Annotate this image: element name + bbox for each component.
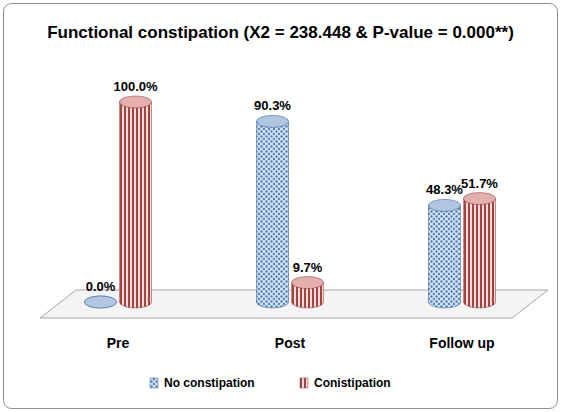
bar-body (429, 205, 461, 302)
bar-cylinder (257, 115, 289, 308)
bar-body-fill (257, 121, 288, 302)
data-label: 0.0% (86, 279, 116, 294)
bar-body-fill (429, 205, 460, 302)
chart-container: Functional constipation (X2 = 238.448 & … (0, 0, 561, 412)
bar-cylinder (464, 193, 496, 308)
bar-cylinder (292, 277, 324, 308)
bar-body (464, 199, 496, 302)
bar-body (257, 121, 289, 302)
category-label: Post (275, 335, 306, 351)
data-label: 48.3% (426, 182, 463, 197)
legend: No constipation Conistipation (150, 376, 391, 390)
bar-body-fill (464, 199, 495, 302)
bar-cylinder (120, 96, 152, 308)
data-label: 51.7% (461, 176, 498, 191)
bar-top (120, 96, 152, 108)
chart-title: Functional constipation (X2 = 238.448 & … (47, 23, 514, 42)
data-labels: 0.0% 90.3% 48.3% 100.0% 9.7% 51.7% (86, 79, 499, 294)
legend-swatch (150, 378, 158, 388)
bar-top (464, 193, 496, 205)
bar-cylinder (85, 296, 117, 308)
category-label: Pre (107, 335, 130, 351)
legend-swatch (300, 378, 308, 388)
bar-top (257, 115, 289, 127)
chart-svg: Functional constipation (X2 = 238.448 & … (0, 0, 561, 412)
bar-cylinder (429, 199, 461, 308)
bar-body (120, 102, 152, 302)
bar-body-fill (120, 102, 151, 302)
data-label: 90.3% (254, 98, 291, 113)
bar-base (85, 296, 117, 308)
category-label: Follow up (429, 335, 494, 351)
data-label: 100.0% (113, 79, 158, 94)
bar-top (292, 277, 324, 289)
bar-top (85, 296, 117, 308)
legend-label: No constipation (164, 376, 255, 390)
data-label: 9.7% (293, 260, 323, 275)
legend-label: Conistipation (314, 376, 391, 390)
bar-top (429, 199, 461, 211)
bars (85, 96, 496, 308)
chart-frame (4, 4, 558, 409)
